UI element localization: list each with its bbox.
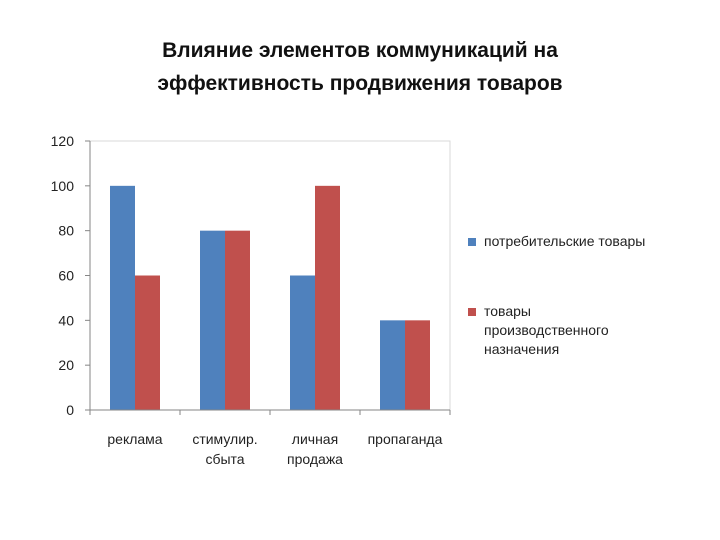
legend-label-series-2-line-2: производственного	[484, 322, 609, 338]
chart-title: Влияние элементов коммуникаций на эффект…	[0, 34, 720, 100]
bar-series-1	[110, 185, 135, 410]
legend-label-series-2-line-3: назначения	[484, 341, 560, 357]
bar-series-2	[405, 320, 430, 410]
y-tick-label: 80	[58, 223, 74, 239]
chart-title-line-1: Влияние элементов коммуникаций на	[162, 39, 558, 62]
y-tick-label: 120	[51, 133, 75, 149]
legend-swatch-series-2	[468, 308, 476, 316]
chart-title-line-2: эффективность продвижения товаров	[157, 72, 563, 95]
y-tick-label: 100	[51, 178, 75, 194]
y-tick-label: 40	[58, 312, 74, 328]
bar-series-2	[315, 185, 340, 410]
legend-label-series-1-line-1: потребительские товары	[484, 233, 646, 249]
legend-swatch-series-1	[468, 238, 476, 246]
bar-series-1	[290, 275, 315, 410]
x-category-label: стимулир.	[192, 431, 257, 447]
x-category-label: реклама	[107, 431, 162, 447]
bar-series-2	[135, 275, 160, 410]
y-tick-label: 20	[58, 357, 74, 373]
bar-series-1	[380, 320, 405, 410]
x-category-label: сбыта	[205, 451, 244, 467]
bar-series-1	[200, 230, 225, 410]
x-category-label: личная	[292, 431, 338, 447]
x-category-label: пропаганда	[368, 431, 443, 447]
y-tick-label: 60	[58, 268, 74, 284]
x-category-label: продажа	[287, 451, 343, 467]
legend-label-series-2-line-1: товары	[484, 303, 531, 319]
legend: потребительские товары товары производст…	[468, 232, 708, 359]
y-tick-label: 0	[66, 402, 74, 418]
legend-item-series-1: потребительские товары	[468, 232, 708, 251]
bar-series-2	[225, 230, 250, 410]
legend-item-series-2: товары производственного назначения	[468, 302, 708, 359]
